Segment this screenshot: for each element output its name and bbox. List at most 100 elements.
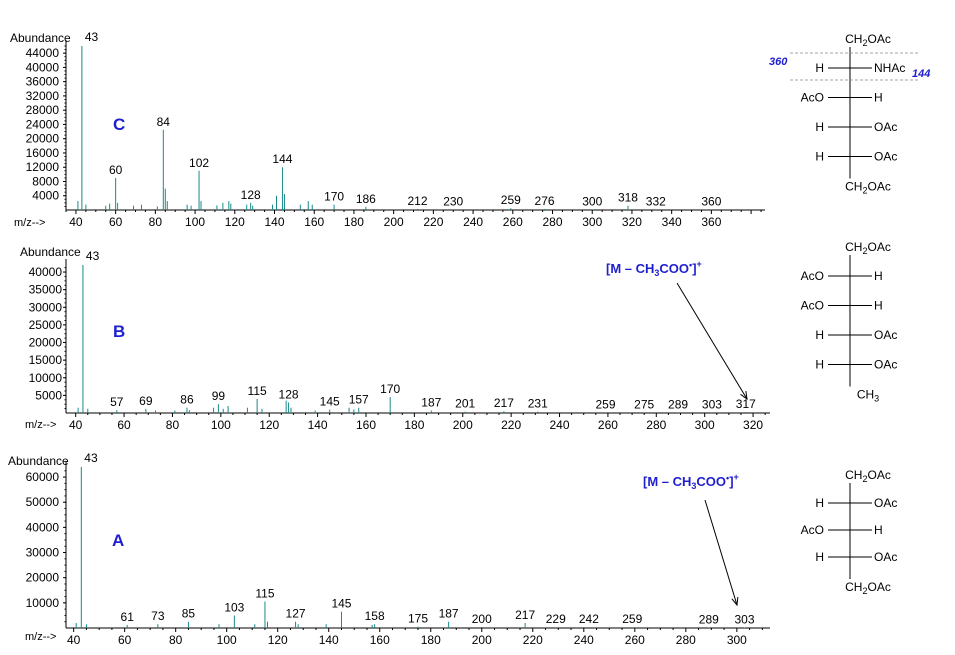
x-tick-label: 80 [169,633,183,647]
x-tick-label: 60 [118,633,132,647]
left-substituent: H [815,120,824,134]
x-tick-label: 280 [646,418,666,432]
right-substituent: H [874,299,883,313]
left-substituent: H [815,150,824,164]
y-tick-label: 32000 [26,89,60,103]
peak-label: 229 [546,612,566,626]
peak-label: 61 [121,610,135,624]
right-substituent: OAc [874,550,897,564]
x-tick-label: 280 [676,633,696,647]
x-tick-label: 40 [67,633,81,647]
right-substituent: NHAc [874,61,905,75]
x-tick-label: 100 [217,633,237,647]
x-tick-label: 340 [662,215,682,229]
spectrum-panel-C: 40 60 80 100 120 140 160 180 200 220 240 260 280 300 3… [10,30,765,229]
x-tick-label: 320 [622,215,642,229]
y-tick-label: 40000 [26,520,60,534]
left-substituent: AcO [801,523,824,537]
peak-label: 259 [595,397,615,411]
annotation-arrow [676,282,748,400]
right-substituent: OAc [874,358,897,372]
x-tick-label: 200 [472,633,492,647]
y-tick-label: 50000 [26,495,60,509]
peak-label: 103 [224,600,244,614]
x-tick-label: 300 [727,633,747,647]
x-tick-label: 260 [625,633,645,647]
y-tick-label: 10000 [29,371,63,385]
peak-label: 60 [109,163,123,177]
peak-label: 200 [472,612,492,626]
y-tick-label: 36000 [26,75,60,89]
peak-label: 317 [736,397,756,411]
peak-label: 144 [272,152,292,166]
structure-group: CH2OAc [845,468,891,484]
peak-label: 115 [248,384,267,398]
peak-label: 201 [455,397,475,411]
x-tick-label: 300 [695,418,715,432]
left-substituent: AcO [801,269,824,283]
x-tick-label: 240 [574,633,594,647]
structure-group: CH2OAc [845,32,891,48]
x-axis-label: m/z--> [25,419,56,431]
peak-label: 187 [439,607,459,621]
x-axis-label: m/z--> [14,217,45,229]
structure-group: CH2OAc [845,240,891,256]
right-substituent: H [874,269,883,283]
left-substituent: AcO [801,91,824,105]
peak-label: 99 [212,389,226,403]
x-tick-label: 40 [69,215,83,229]
x-tick-label: 300 [582,215,602,229]
right-substituent: OAc [874,328,897,342]
left-substituent: H [815,496,824,510]
x-tick-label: 180 [421,633,441,647]
left-substituent: AcO [801,299,824,313]
peak-label: 57 [110,395,124,409]
x-tick-label: 320 [743,418,763,432]
y-tick-label: 44000 [26,46,60,60]
x-tick-label: 120 [225,215,245,229]
y-tick-label: 60000 [26,470,60,484]
x-tick-label: 220 [423,215,443,229]
x-tick-label: 200 [453,418,473,432]
peak-label: 332 [646,194,666,208]
peak-label: 360 [701,194,721,208]
peak-label: 217 [494,396,514,410]
peak-label: 85 [182,607,196,621]
x-tick-label: 260 [598,418,618,432]
peak-label: 127 [286,607,306,621]
peak-label: 170 [380,382,400,396]
x-tick-label: 100 [211,418,231,432]
peak-label: 102 [189,156,209,170]
x-tick-label: 280 [543,215,563,229]
spectrum-panel-A: 40 60 80 100 120 140 160 180 200 220 240 260 280 300 1… [8,451,770,647]
arrow-head [731,596,739,607]
base-peak-label: 43 [84,451,98,465]
x-tick-label: 120 [268,633,288,647]
peak-label: 230 [443,194,463,208]
peak-label: 69 [139,394,153,408]
y-tick-label: 8000 [32,174,59,188]
right-substituent: OAc [874,496,897,510]
x-tick-label: 180 [344,215,364,229]
x-tick-label: 80 [149,215,163,229]
left-substituent: H [815,550,824,564]
peak-label: 157 [349,393,369,407]
peak-label: 73 [151,609,165,623]
y-tick-label: 35000 [29,283,63,297]
y-axis-label: Abundance [20,245,81,259]
base-peak-label: 43 [85,30,99,44]
x-tick-label: 200 [384,215,404,229]
y-tick-label: 40000 [26,60,60,74]
y-tick-label: 30000 [29,300,63,314]
right-substituent: H [874,523,883,537]
peak-label: 187 [421,396,441,410]
y-tick-label: 28000 [26,103,60,117]
fischer-structure-A: CH2OAc H OAc AcO H H OAc CH2OAc [801,468,898,596]
annotation-arrow [704,499,738,606]
y-axis-label: Abundance [10,31,71,45]
y-tick-label: 20000 [29,336,63,350]
right-substituent: OAc [874,150,897,164]
peak-label: 276 [535,194,555,208]
y-tick-label: 20000 [26,132,60,146]
